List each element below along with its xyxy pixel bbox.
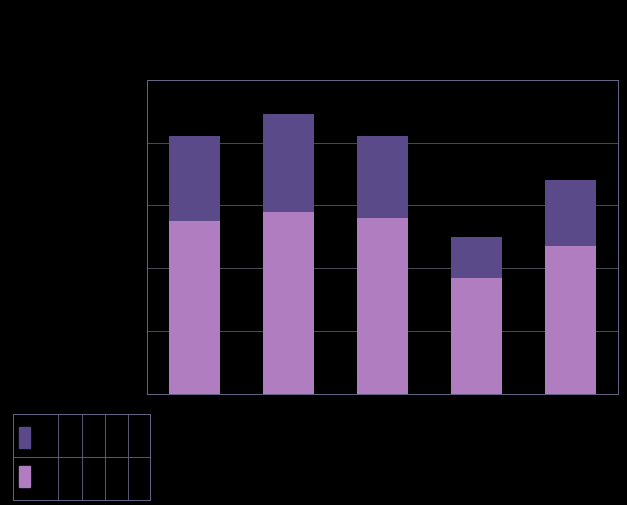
Bar <box>357 137 408 219</box>
Bar <box>263 212 314 394</box>
Bar <box>357 219 408 394</box>
Bar <box>451 237 502 278</box>
Bar <box>451 278 502 394</box>
Bar <box>169 137 221 222</box>
Bar <box>263 115 314 212</box>
Bar <box>169 222 221 394</box>
Bar <box>544 181 596 247</box>
FancyBboxPatch shape <box>19 427 31 448</box>
FancyBboxPatch shape <box>19 466 31 487</box>
Bar <box>544 247 596 394</box>
